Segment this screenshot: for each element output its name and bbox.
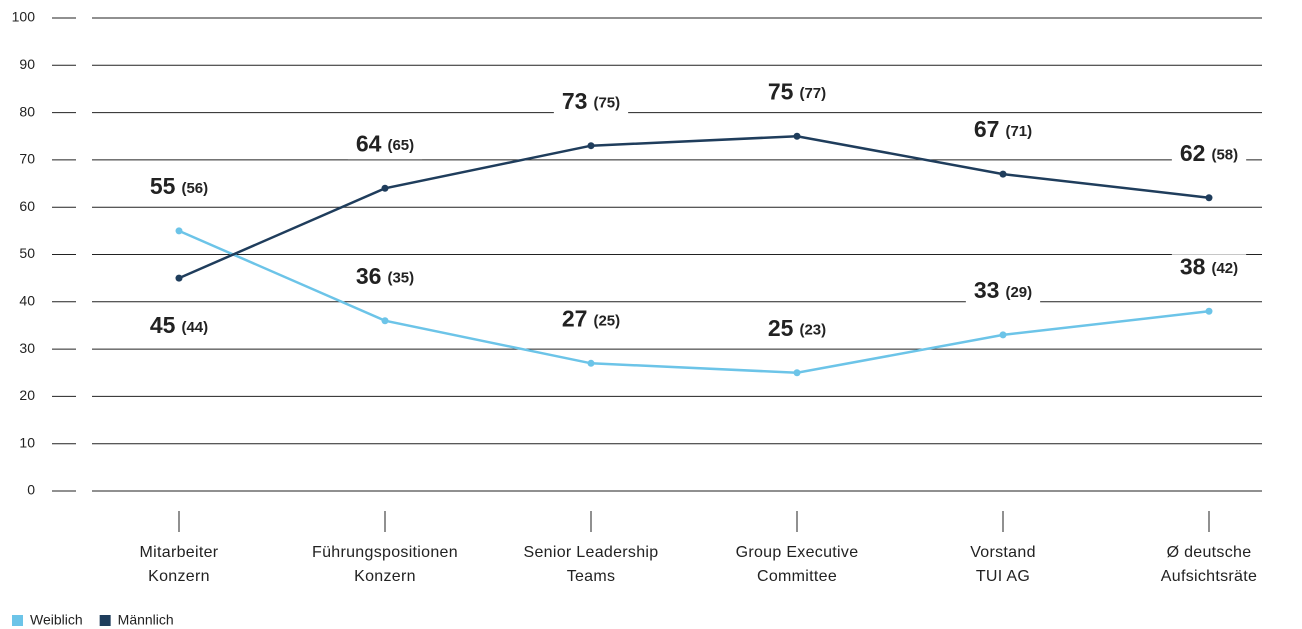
- legend-label: Weiblich: [30, 612, 83, 628]
- data-label-comparison: (35): [387, 270, 414, 287]
- y-tick-label: 10: [19, 434, 35, 450]
- point: [587, 142, 595, 150]
- x-tick-label: Teams: [567, 568, 616, 585]
- data-label-value: 25: [768, 315, 794, 341]
- x-tick-label: Vorstand: [970, 544, 1036, 561]
- data-label-comparison: (58): [1211, 147, 1238, 164]
- data-label: 27 (25): [553, 305, 629, 335]
- y-tick-label: 90: [19, 56, 35, 72]
- y-tick-label: 30: [19, 340, 35, 356]
- data-label-value: 62: [1180, 140, 1206, 166]
- point: [793, 132, 801, 140]
- data-label: 38 (42): [1171, 253, 1247, 283]
- y-tick-label: 20: [19, 387, 35, 403]
- label-background: [759, 315, 835, 344]
- point: [793, 369, 801, 377]
- data-label-comparison: (65): [387, 137, 414, 154]
- data-label-comparison: (25): [593, 312, 620, 329]
- data-label-comparison: (42): [1211, 260, 1238, 277]
- data-label-comparison: (23): [799, 322, 826, 339]
- label-background: [759, 79, 835, 108]
- point: [175, 274, 183, 282]
- point: [1205, 194, 1213, 202]
- data-label: 67 (71): [965, 116, 1041, 146]
- label-background: [141, 313, 217, 342]
- x-tick-label: Committee: [757, 568, 837, 585]
- data-label-value: 27: [562, 305, 588, 331]
- point: [999, 331, 1007, 339]
- legend-swatch: [12, 615, 23, 626]
- x-tick-label: Ø deutsche: [1167, 544, 1252, 561]
- data-label: 75 (77): [759, 78, 835, 108]
- y-tick-label: 0: [27, 482, 35, 498]
- label-background: [965, 277, 1041, 306]
- data-label-value: 45: [150, 312, 176, 338]
- data-label-comparison: (56): [181, 180, 208, 197]
- line: [178, 229, 1210, 375]
- x-tick-label: Führungspositionen: [312, 544, 458, 561]
- legend-label: Männlich: [118, 612, 174, 628]
- point: [587, 359, 595, 367]
- x-tick-label: Konzern: [148, 568, 210, 585]
- label-background: [1171, 254, 1247, 283]
- y-tick-label: 100: [12, 9, 36, 25]
- label-background: [1171, 140, 1247, 169]
- y-tick-label: 60: [19, 198, 35, 214]
- data-label-comparison: (71): [1005, 123, 1032, 140]
- x-tick-label: Senior Leadership: [524, 544, 659, 561]
- data-label-comparison: (75): [593, 95, 620, 112]
- label-background: [141, 173, 217, 202]
- legend-swatch: [99, 615, 111, 626]
- data-label: 36 (35): [347, 263, 423, 292]
- data-label-value: 55: [150, 173, 176, 199]
- label-background: [347, 263, 423, 292]
- x-tick-label: Mitarbeiter: [140, 544, 219, 561]
- data-label: 25 (23): [759, 315, 835, 344]
- data-label: 73 (75): [553, 88, 629, 117]
- data-label-value: 33: [974, 277, 1000, 303]
- data-label-comparison: (44): [181, 319, 208, 336]
- data-label-value: 73: [562, 88, 588, 114]
- label-background: [347, 131, 423, 160]
- line: [178, 134, 1210, 280]
- point: [1205, 307, 1213, 315]
- y-tick-label: 80: [19, 103, 35, 119]
- y-tick-label: 70: [19, 151, 35, 167]
- data-label-value: 67: [974, 116, 1000, 142]
- point: [381, 184, 389, 192]
- data-label-value: 75: [768, 78, 794, 104]
- point: [381, 317, 389, 325]
- y-tick-label: 40: [19, 293, 35, 309]
- data-label-value: 64: [356, 130, 382, 156]
- label-background: [553, 88, 629, 117]
- x-tick-label: Konzern: [354, 568, 416, 585]
- x-tick-label: Aufsichtsräte: [1161, 568, 1257, 585]
- point: [175, 227, 183, 235]
- data-label: 64 (65): [347, 130, 423, 160]
- x-tick-label: TUI AG: [976, 568, 1030, 585]
- data-label-comparison: (77): [799, 85, 826, 102]
- data-label: 55 (56): [141, 173, 217, 202]
- data-label-comparison: (29): [1005, 284, 1032, 301]
- label-background: [553, 306, 629, 335]
- data-label: 45 (44): [141, 312, 217, 342]
- x-tick-label: Group Executive: [736, 544, 859, 561]
- data-label: 62 (58): [1171, 140, 1247, 169]
- point: [999, 170, 1007, 178]
- data-label: 33 (29): [965, 277, 1041, 306]
- y-tick-label: 50: [19, 245, 35, 261]
- label-background: [965, 117, 1041, 146]
- data-label-value: 36: [356, 263, 382, 289]
- data-label-value: 38: [1180, 253, 1206, 279]
